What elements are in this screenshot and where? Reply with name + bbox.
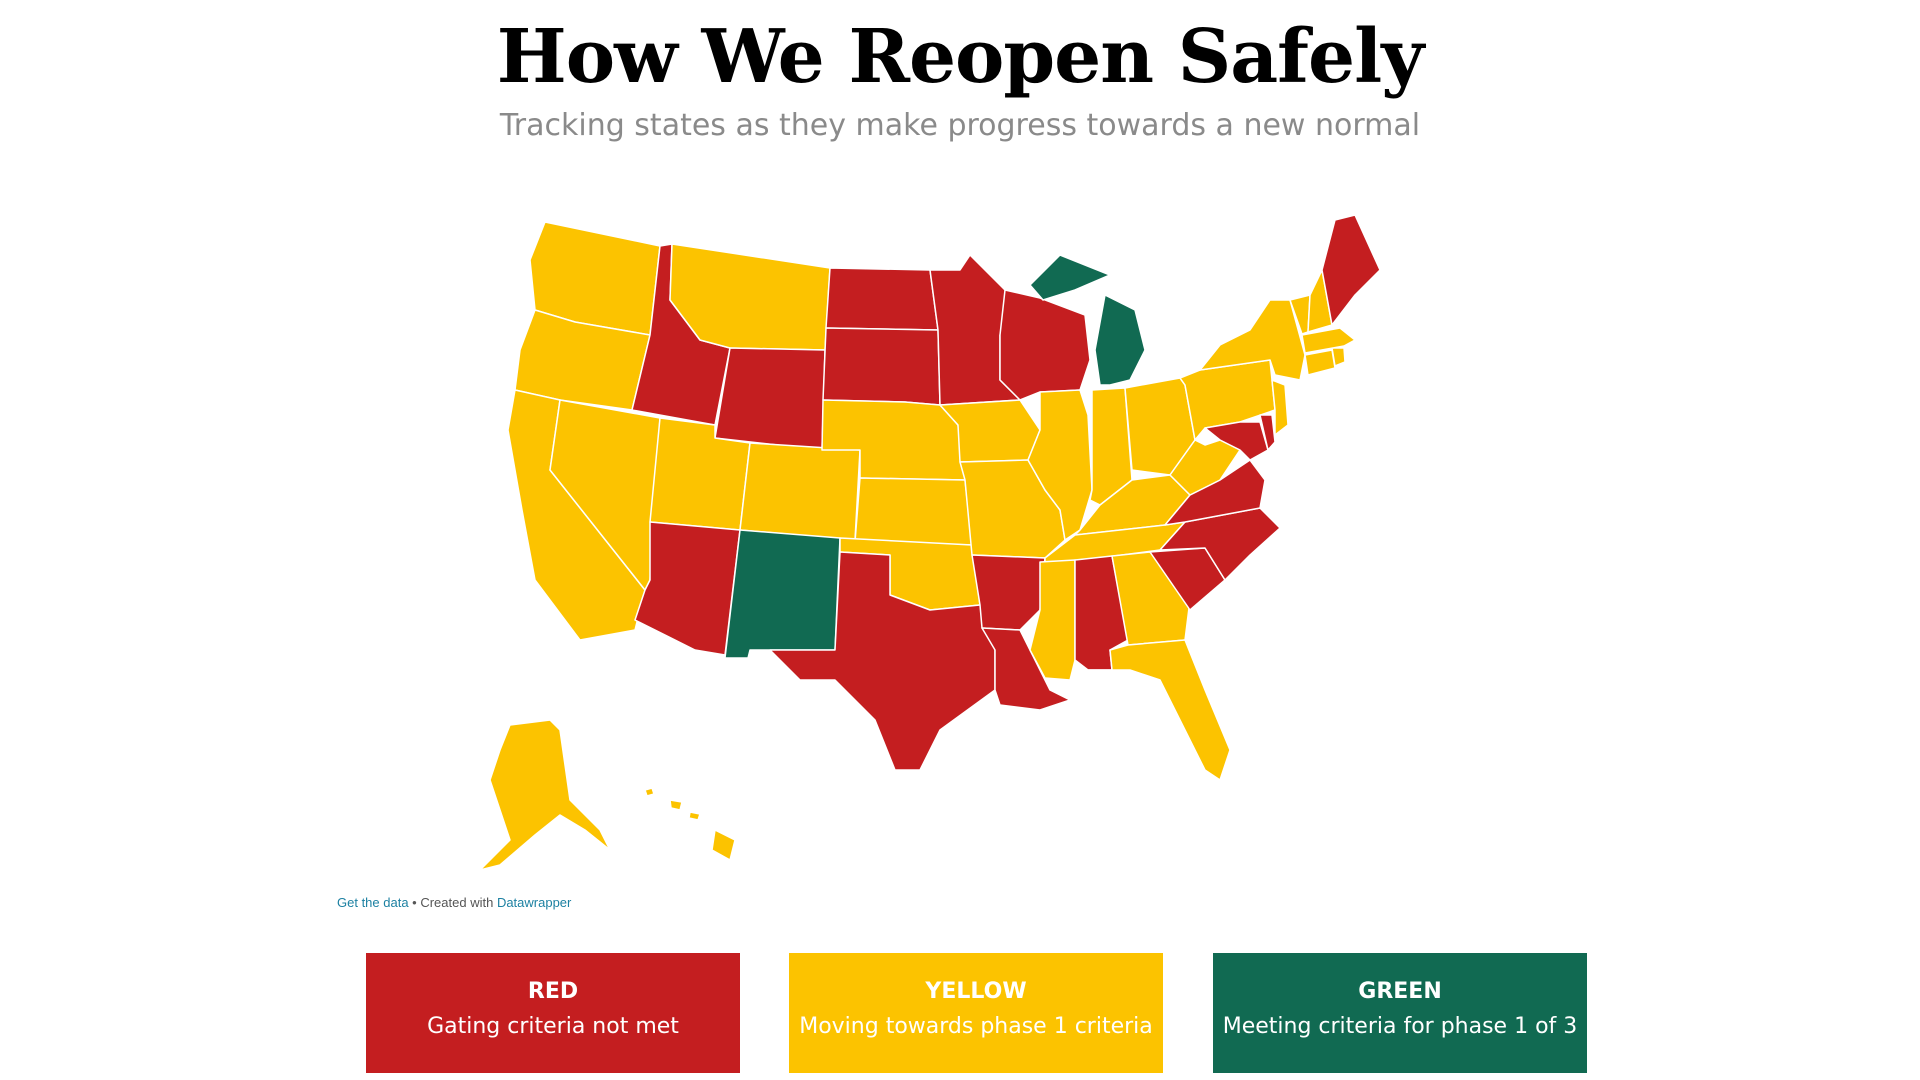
state-CO[interactable]: [739, 442, 861, 541]
state-MA[interactable]: [1301, 327, 1356, 354]
state-WI[interactable]: [999, 289, 1091, 401]
legend-yellow-label: YELLOW: [925, 979, 1027, 1004]
get-data-link[interactable]: Get the data: [337, 895, 409, 910]
page-subtitle: Tracking states as they make progress to…: [499, 108, 1421, 143]
legend-yellow-description: Moving towards phase 1 criteria: [799, 1014, 1153, 1039]
state-MD[interactable]: [1204, 421, 1269, 461]
legend-green: GREEN Meeting criteria for phase 1 of 3: [1213, 953, 1587, 1073]
state-MI[interactable]: [1029, 254, 1146, 386]
state-IL[interactable]: [1027, 389, 1093, 541]
state-RI[interactable]: [1331, 347, 1346, 367]
state-ME[interactable]: [1321, 214, 1381, 326]
state-FL[interactable]: [1087, 639, 1231, 781]
state-AR[interactable]: [971, 554, 1046, 631]
state-WY[interactable]: [714, 347, 826, 451]
state-KS[interactable]: [854, 477, 973, 546]
state-HI[interactable]: [644, 787, 736, 861]
page-title: How We Reopen Safely: [496, 14, 1424, 100]
chart-credit: Get the data • Created with Datawrapper: [337, 895, 571, 910]
state-LA[interactable]: [981, 627, 1071, 711]
state-NJ[interactable]: [1271, 379, 1289, 436]
state-DE[interactable]: [1259, 414, 1276, 451]
legend-green-description: Meeting criteria for phase 1 of 3: [1222, 1014, 1578, 1039]
state-OR[interactable]: [514, 309, 651, 411]
datawrapper-link[interactable]: Datawrapper: [496, 895, 572, 910]
credit-separator: • Created with: [408, 895, 497, 910]
state-NM[interactable]: [724, 529, 841, 659]
us-map-svg: [479, 214, 1381, 870]
legend-yellow: YELLOW Moving towards phase 1 criteria: [789, 953, 1163, 1073]
state-AZ[interactable]: [634, 521, 741, 656]
state-ND[interactable]: [825, 267, 939, 331]
state-GA[interactable]: [1111, 551, 1191, 646]
state-AK[interactable]: [479, 719, 611, 870]
state-TX[interactable]: [769, 551, 996, 771]
state-CT[interactable]: [1304, 349, 1336, 376]
us-map: [460, 210, 1560, 870]
legend-red-label: RED: [527, 979, 579, 1004]
legend-green-label: GREEN: [1358, 979, 1442, 1004]
legend-red: RED Gating criteria not met: [366, 953, 740, 1073]
state-SD[interactable]: [822, 327, 941, 406]
state-NY[interactable]: [1199, 299, 1306, 381]
legend-red-description: Gating criteria not met: [427, 1014, 679, 1039]
